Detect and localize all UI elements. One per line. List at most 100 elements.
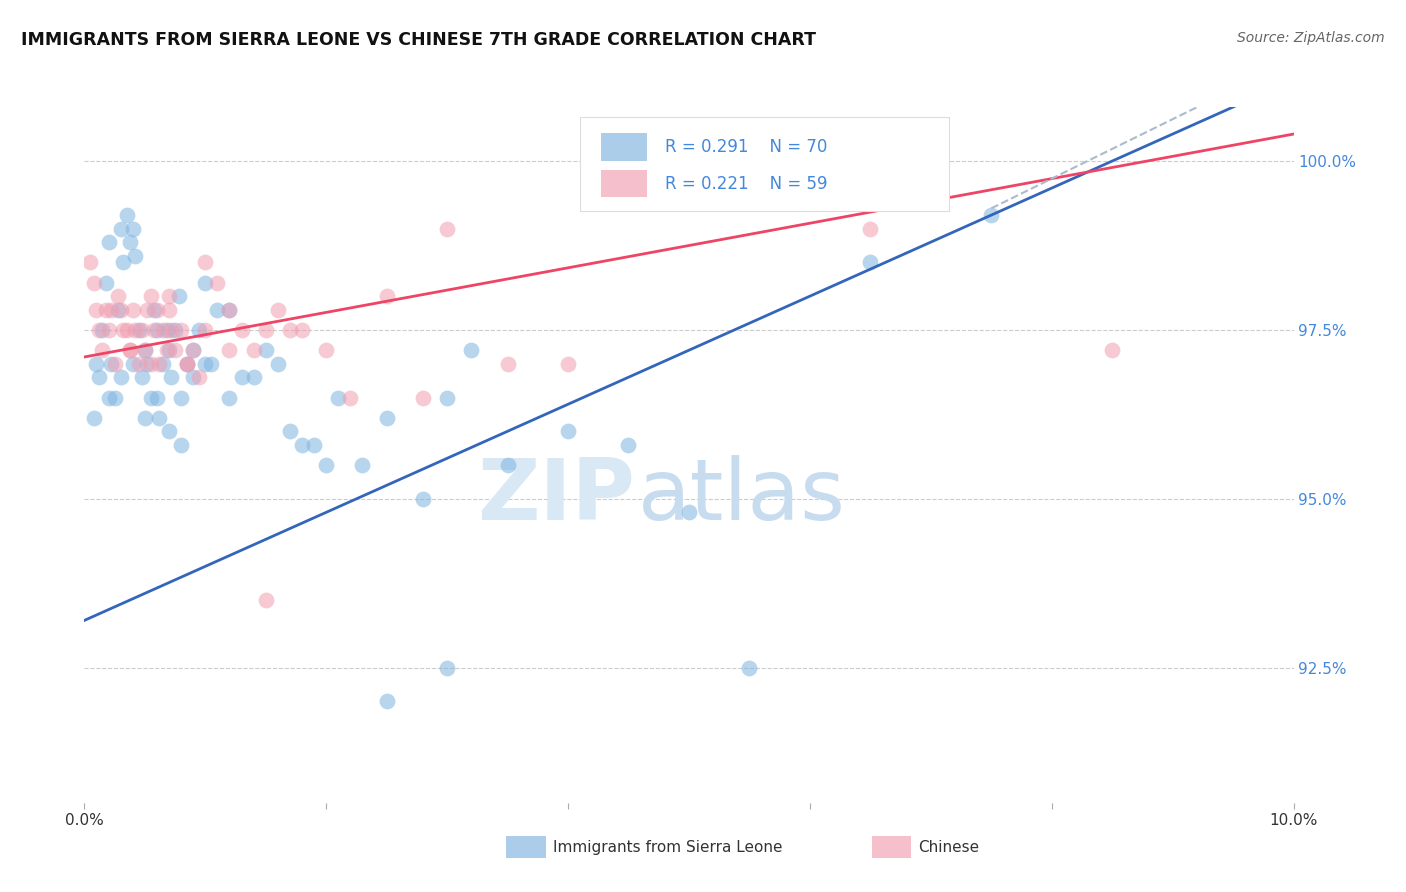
Point [157, 424, 180, 438]
Point [157, 289, 180, 303]
Point [165, 323, 187, 337]
Text: R = 0.221    N = 59: R = 0.221 N = 59 [665, 175, 827, 193]
Point [139, 391, 162, 405]
Point [124, 249, 146, 263]
Point [104, 391, 127, 405]
Point [278, 323, 301, 337]
FancyBboxPatch shape [600, 169, 647, 197]
Point [267, 302, 290, 317]
Point [188, 323, 211, 337]
Point [231, 323, 253, 337]
Point [155, 343, 177, 358]
Point [291, 323, 314, 337]
Point [97, 235, 120, 249]
Point [242, 370, 264, 384]
Text: Chinese: Chinese [918, 840, 979, 855]
Point [980, 208, 1002, 222]
Point [128, 323, 150, 337]
Text: Immigrants from Sierra Leone: Immigrants from Sierra Leone [553, 840, 782, 855]
Point [170, 391, 193, 405]
Point [134, 343, 156, 358]
Point [496, 357, 519, 371]
Point [134, 343, 156, 358]
Point [152, 323, 174, 337]
Point [121, 221, 143, 235]
Point [194, 323, 217, 337]
Point [120, 235, 142, 249]
Point [436, 661, 458, 675]
Point [176, 357, 198, 371]
Text: ZIP: ZIP [477, 455, 634, 538]
Point [112, 255, 135, 269]
Point [176, 357, 198, 371]
Point [155, 323, 177, 337]
Point [254, 343, 277, 358]
Point [302, 438, 325, 452]
Point [557, 424, 579, 438]
FancyBboxPatch shape [581, 118, 949, 211]
Point [231, 370, 253, 384]
Point [181, 370, 204, 384]
Point [128, 357, 150, 371]
Point [86, 357, 108, 371]
Point [412, 391, 434, 405]
FancyBboxPatch shape [600, 133, 647, 161]
Point [254, 593, 277, 607]
Point [859, 255, 882, 269]
Point [617, 438, 640, 452]
Point [139, 289, 162, 303]
Point [148, 410, 170, 425]
Text: atlas: atlas [638, 455, 846, 538]
Point [328, 391, 350, 405]
Point [165, 343, 187, 358]
Point [1101, 343, 1123, 358]
Point [83, 276, 105, 290]
Point [97, 391, 120, 405]
Point [207, 276, 229, 290]
Point [146, 302, 169, 317]
Point [100, 302, 122, 317]
Point [218, 302, 240, 317]
Point [94, 276, 117, 290]
Point [436, 391, 458, 405]
Point [188, 370, 211, 384]
Point [436, 221, 458, 235]
Point [83, 410, 105, 425]
Point [94, 302, 117, 317]
Point [315, 343, 337, 358]
Point [97, 323, 120, 337]
Point [339, 391, 361, 405]
Text: IMMIGRANTS FROM SIERRA LEONE VS CHINESE 7TH GRADE CORRELATION CHART: IMMIGRANTS FROM SIERRA LEONE VS CHINESE … [21, 31, 815, 49]
Point [678, 505, 700, 519]
Point [120, 343, 142, 358]
Point [218, 343, 240, 358]
Point [136, 357, 159, 371]
Point [143, 302, 166, 317]
Point [115, 208, 138, 222]
Point [146, 391, 169, 405]
Point [157, 343, 180, 358]
Point [107, 302, 129, 317]
Point [460, 343, 482, 358]
Point [107, 289, 129, 303]
Point [678, 154, 700, 169]
Point [87, 323, 110, 337]
Point [859, 221, 882, 235]
Point [146, 323, 169, 337]
Point [79, 255, 101, 269]
Point [124, 323, 146, 337]
Point [278, 424, 301, 438]
Point [170, 323, 193, 337]
Point [207, 302, 229, 317]
Point [91, 323, 114, 337]
Point [267, 357, 290, 371]
Point [254, 323, 277, 337]
Point [115, 323, 138, 337]
Point [194, 276, 217, 290]
Point [352, 458, 374, 472]
Point [181, 343, 204, 358]
Point [194, 255, 217, 269]
Point [104, 357, 127, 371]
Point [131, 370, 153, 384]
Point [143, 323, 166, 337]
